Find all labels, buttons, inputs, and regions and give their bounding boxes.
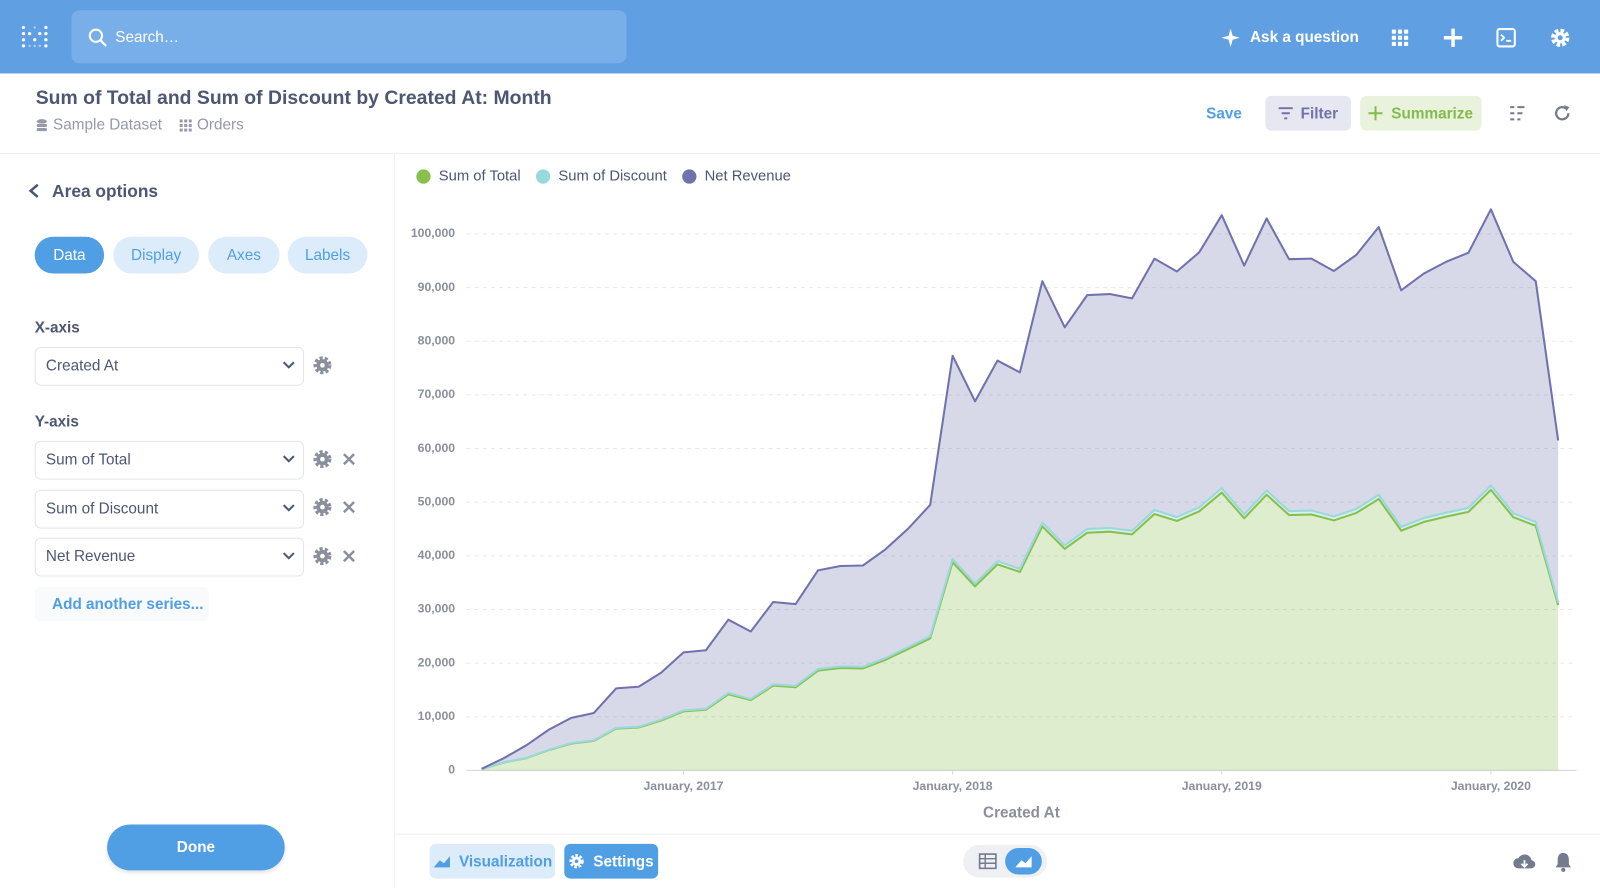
tab[interactable]: Display [113,236,199,274]
area-line [481,208,1560,770]
search-placeholder: Search… [115,28,180,46]
gear-icon [569,854,585,869]
ask-question[interactable]: Ask a question [1249,28,1359,46]
view-toggle[interactable] [963,844,1047,878]
notebook-icon[interactable] [1509,105,1525,121]
tab[interactable]: Labels [287,236,368,274]
alert-icon[interactable] [1554,852,1572,872]
y-tick-label: 20,000 [418,655,456,669]
chart-view-active[interactable] [1005,847,1042,875]
legend-swatch [535,169,551,184]
y-axis-label: Y-axis [34,413,79,431]
add-series-label: Add another series... [52,595,204,614]
x-tick-label: January, 2020 [1451,779,1531,793]
select-value: Sum of Discount [45,499,159,518]
filter-label: Filter [1300,104,1339,122]
gear-icon[interactable] [313,356,332,375]
select-value: Created At [45,357,119,375]
select[interactable]: Sum of Discount [34,489,305,529]
tab[interactable]: Axes [208,236,280,274]
x-axis-label: X-axis [34,319,80,337]
summarize-button[interactable]: Summarize [1360,95,1482,131]
y-tick-label: 80,000 [418,333,456,347]
x-tick-label: January, 2018 [913,779,993,793]
settings-icon[interactable] [1549,27,1571,49]
remove-icon[interactable] [343,453,355,466]
summarize-label: Summarize [1391,104,1473,122]
table-icon [179,119,192,132]
chevron [282,552,295,560]
y-tick-label: 90,000 [418,280,456,294]
filter-icon [1278,107,1293,120]
dataset-name[interactable]: Sample Dataset [53,116,162,134]
chevron [282,455,295,463]
tab-active[interactable]: Data [34,236,105,274]
search-icon [88,28,107,47]
gear-icon[interactable] [313,498,332,517]
y-tick-label: 30,000 [418,602,456,616]
search-box[interactable]: Search… [71,10,627,64]
gear-icon[interactable] [313,450,332,469]
add-series[interactable]: Add another series... [34,586,210,622]
settings-label: Settings [593,852,654,870]
legend-label: Net Revenue [705,168,791,184]
y-tick-label: 70,000 [418,387,456,401]
row-icons [313,356,355,566]
chart: 0 10,000 20,000 30,000 40,000 50,000 60,000 70,… [411,168,1577,821]
browse-icon[interactable] [1391,29,1409,47]
sidebar-divider [393,153,395,888]
sidebar-title: Area options [52,181,159,202]
settings-button[interactable]: Settings [564,843,659,879]
table-view-icon[interactable] [978,853,997,870]
select-value: Net Revenue [45,547,136,566]
download-icon[interactable] [1513,853,1536,871]
filter-button[interactable]: Filter [1265,95,1352,131]
y-tick-label: 0 [448,763,455,777]
legend-label: Sum of Discount [558,168,666,184]
y-tick-label: 60,000 [418,441,456,455]
area-icon [433,856,450,868]
area-icon [1015,856,1032,868]
table-name[interactable]: Orders [196,116,244,134]
legend-swatch [682,169,697,184]
y-tick-label: 40,000 [418,548,456,562]
legend-swatch [416,169,431,184]
save-button[interactable]: Save [1206,105,1242,123]
y-tick-label: 50,000 [418,494,456,508]
x-tick-label: January, 2017 [643,779,723,793]
remove-icon[interactable] [343,550,355,563]
gear-icon[interactable] [313,547,332,566]
remove-icon[interactable] [343,501,355,514]
select-value: Sum of Total [45,451,131,469]
x-axis-title: Created At [983,804,1060,821]
legend-label: Sum of Total [439,168,521,184]
back-icon[interactable] [28,183,40,199]
area-line [481,484,1560,771]
x-tick-label: January, 2019 [1182,779,1262,793]
select[interactable]: Created At [34,346,305,386]
refresh-icon[interactable] [1553,104,1571,122]
summarize-icon [1368,106,1384,121]
footer-divider [394,833,1600,835]
visualization-label: Visualization [458,852,553,870]
chevron [282,361,295,369]
database-icon [36,119,47,132]
area-fill [481,485,1559,770]
sql-icon[interactable] [1496,28,1516,48]
new-icon[interactable] [1442,27,1464,49]
y-tick-label: 10,000 [418,709,456,723]
select[interactable]: Sum of Total [34,440,305,480]
y-tick-label: 100,000 [411,226,455,240]
area-fill [481,209,1559,770]
sparkle-icon [1221,28,1240,47]
logo[interactable] [20,24,49,53]
top-bar: Search… Ask a question [0,0,1600,74]
select[interactable]: Net Revenue [34,537,305,577]
chevron [282,504,295,512]
question-title: Sum of Total and Sum of Discount by Crea… [35,87,552,110]
visualization-button[interactable]: Visualization [429,843,556,879]
header-divider [0,153,1600,155]
done-button[interactable]: Done [107,824,285,871]
